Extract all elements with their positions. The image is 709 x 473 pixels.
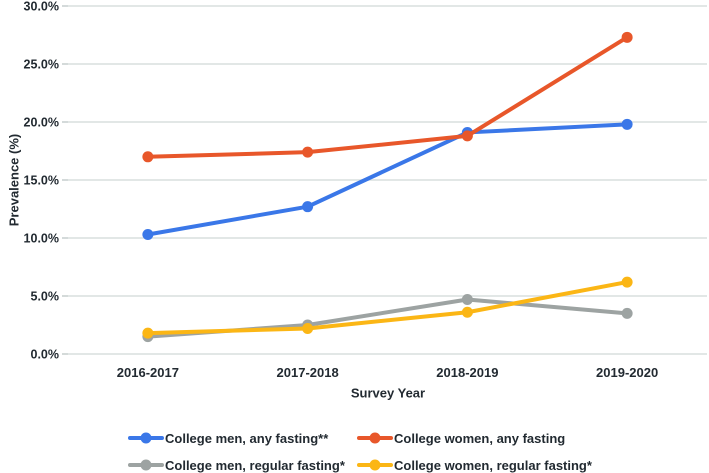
data-point (142, 151, 154, 163)
x-tick-label: 2017-2018 (277, 365, 339, 380)
legend-label: College men, any fasting** (165, 430, 329, 446)
legend-item: College women, any fasting (357, 430, 592, 446)
y-axis-title: Prevalence (%) (6, 133, 22, 227)
legend-line-marker-icon (128, 431, 164, 445)
series (142, 31, 633, 163)
x-tick-label: 2016-2017 (117, 365, 179, 380)
y-tick-label: 25.0% (24, 58, 59, 72)
y-tick-label: 30.0% (24, 0, 59, 14)
x-tick-label: 2019-2020 (596, 365, 658, 380)
data-point (461, 306, 473, 318)
legend-line-marker-icon (357, 458, 393, 472)
data-point (621, 118, 633, 130)
x-axis-title: Survey Year (350, 385, 426, 401)
legend-label: College women, regular fasting* (394, 457, 592, 473)
data-point (621, 31, 633, 43)
data-point (621, 307, 633, 319)
legend-item: College men, any fasting** (128, 430, 357, 446)
data-point (461, 130, 473, 142)
grid-layer: 0.0% 5.0% 10.0% 15.0% 20.0% 25.0% 30.0% (24, 0, 707, 362)
series-line (145, 122, 630, 237)
y-tick-label: 5.0% (31, 290, 60, 304)
series-line (145, 35, 630, 159)
legend-item: College men, regular fasting* (128, 457, 357, 473)
legend-line-marker-icon (128, 458, 164, 472)
series-layer (142, 31, 633, 343)
data-point (302, 201, 314, 213)
legend: College men, any fasting** College women,… (128, 430, 592, 473)
series (142, 276, 633, 339)
legend-label: College men, regular fasting* (165, 457, 345, 473)
data-point (461, 293, 473, 305)
y-tick-label: 10.0% (24, 232, 59, 246)
data-point (302, 322, 314, 334)
y-tick-label: 15.0% (24, 174, 59, 188)
x-axis-layer: 2016-2017 2017-2018 2018-2019 2019-2020 (117, 365, 658, 380)
data-point (142, 327, 154, 339)
y-tick-label: 0.0% (31, 348, 60, 362)
x-tick-label: 2018-2019 (436, 365, 498, 380)
y-tick-label: 20.0% (24, 116, 59, 130)
data-point (302, 146, 314, 158)
legend-label: College women, any fasting (394, 430, 566, 446)
legend-item: College women, regular fasting* (357, 457, 592, 473)
series-line (145, 280, 630, 336)
series (142, 293, 633, 343)
legend-line-marker-icon (357, 431, 393, 445)
data-point (621, 276, 633, 288)
data-point (142, 229, 154, 241)
